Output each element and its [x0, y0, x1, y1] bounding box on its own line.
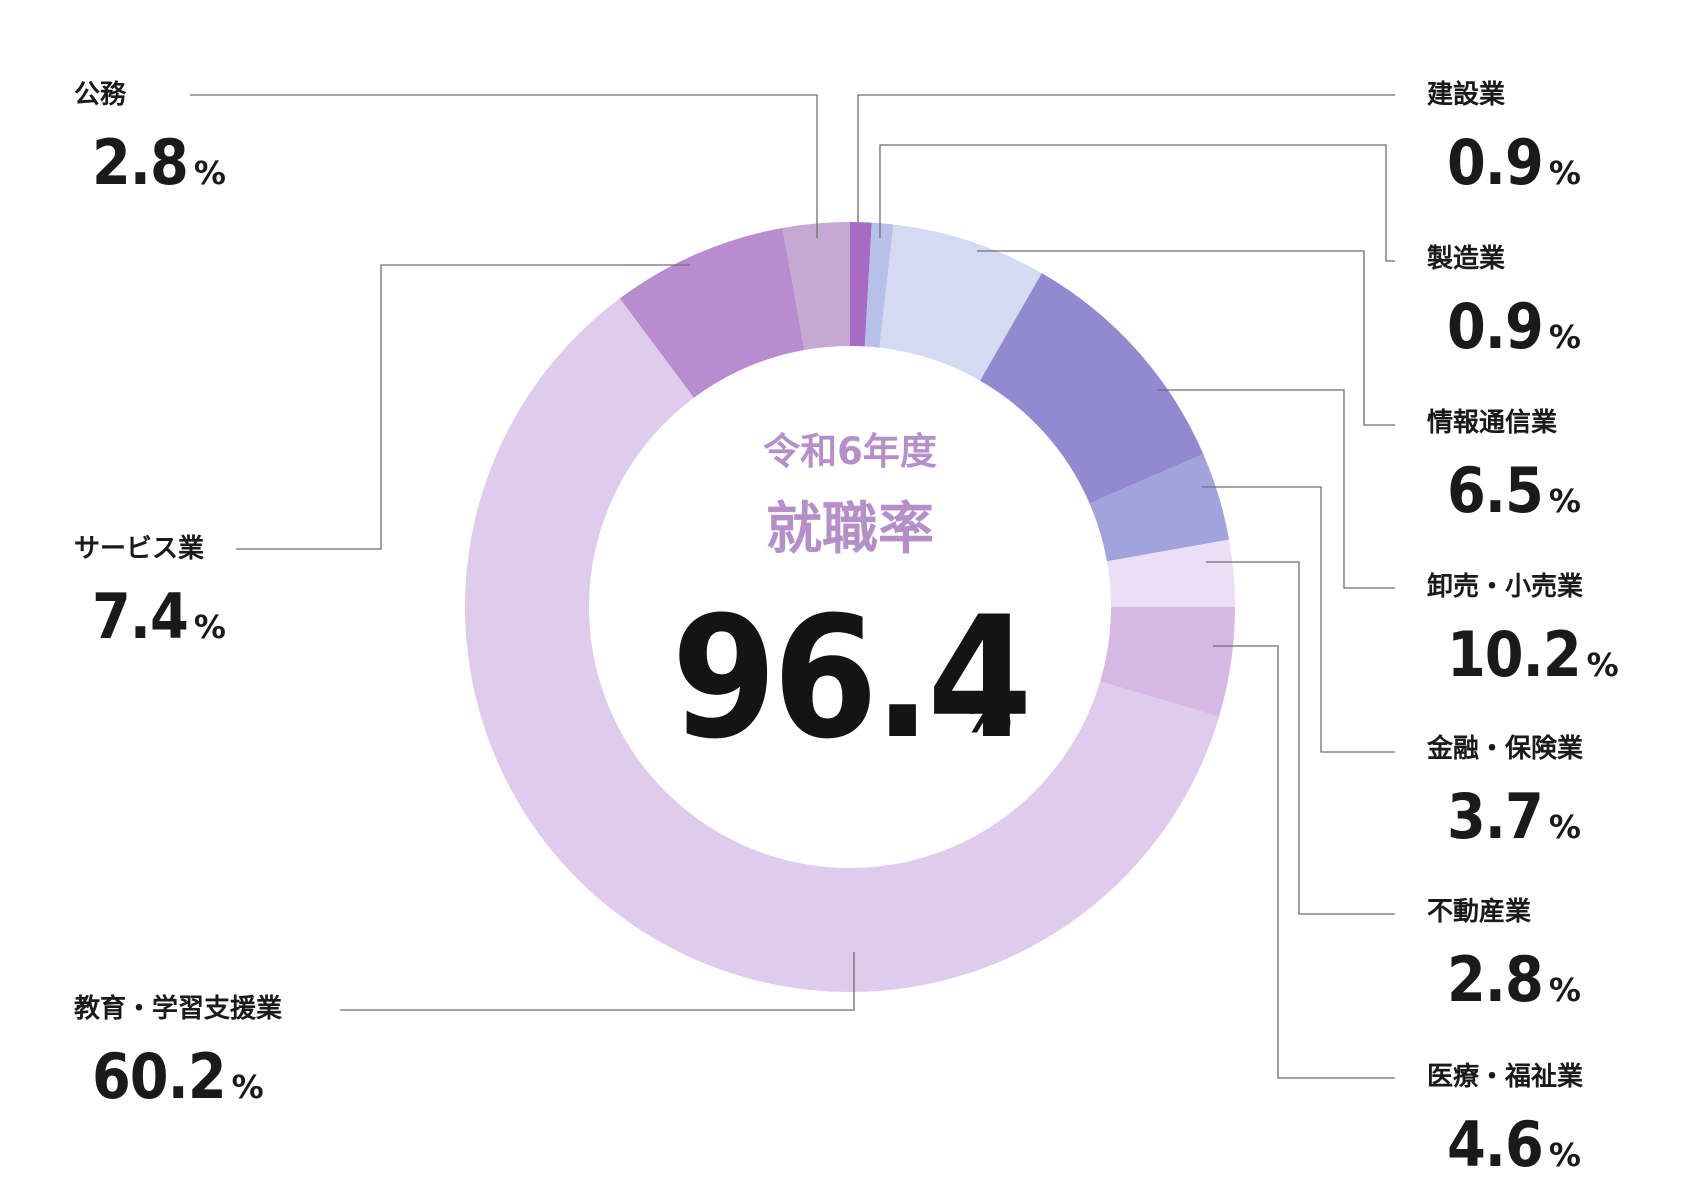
label-group-3: 卸売・小売業 10.2%: [1427, 571, 1620, 691]
slice-1: [864, 222, 894, 348]
leader-line-0: [857, 94, 1395, 222]
label-group-9: 公務 2.8%: [74, 80, 227, 199]
category-value: 60.2%: [92, 1040, 264, 1113]
category-name: 金融・保険業: [1426, 733, 1583, 764]
label-group-1: 製造業 0.9%: [1427, 244, 1582, 363]
category-value: 4.6%: [1447, 1108, 1581, 1181]
leader-line-1: [879, 144, 1395, 262]
slice-5: [1106, 539, 1235, 607]
slice-8: [619, 227, 805, 398]
label-group-7: 教育・学習支援業 60.2%: [74, 993, 282, 1113]
leader-line-2: [977, 250, 1395, 426]
category-labels: 建設業 0.9 % 製造業 0.9 % 情報通信業 6.5 % 卸売・小売業 10.2 % 金融・保険業…: [74, 79, 1620, 1181]
donut-slices: [465, 222, 1235, 992]
center-subtitle: 令和6年度: [763, 430, 937, 473]
category-name: 卸売・小売業: [1427, 571, 1583, 602]
slice-0: [850, 222, 872, 347]
leader-line-4: [1202, 486, 1395, 753]
leader-line-6: [1213, 645, 1395, 1079]
category-name: サービス業: [74, 534, 204, 564]
category-name: 教育・学習支援業: [74, 993, 282, 1024]
label-group-8: サービス業 7.4%: [74, 534, 227, 653]
category-value: 2.8%: [92, 126, 226, 199]
label-group-2: 情報通信業 6.5%: [1427, 408, 1582, 527]
category-value: 6.5%: [1447, 454, 1581, 527]
center-rate-value: 96.4: [672, 580, 1029, 776]
center-label: 令和6年度 就職率 96.4 %: [672, 430, 1033, 776]
category-value: 10.2%: [1447, 618, 1619, 691]
category-name: 情報通信業: [1427, 408, 1557, 438]
category-name: 製造業: [1427, 244, 1505, 274]
slice-6: [1100, 607, 1235, 717]
leader-line-9: [190, 94, 818, 238]
category-name: 公務: [74, 80, 127, 110]
leader-line-5: [1206, 561, 1395, 915]
category-value: 2.8%: [1447, 943, 1581, 1016]
slice-7: [465, 298, 1220, 992]
slice-9: [782, 222, 850, 351]
category-value: 0.9%: [1447, 126, 1581, 199]
label-group-4: 金融・保険業 3.7%: [1426, 733, 1583, 853]
category-value: 0.9%: [1447, 290, 1581, 363]
category-name: 医療・福祉業: [1427, 1062, 1583, 1092]
label-group-5: 不動産業 2.8%: [1427, 896, 1582, 1016]
leader-lines: [190, 94, 1395, 1079]
slice-2: [879, 224, 1042, 381]
center-title: 就職率: [766, 497, 934, 562]
label-group-0: 建設業 0.9%: [1427, 79, 1582, 199]
slice-3: [980, 273, 1204, 504]
leader-line-7: [340, 952, 855, 1011]
category-name: 建設業: [1427, 79, 1505, 110]
category-value: 3.7%: [1447, 780, 1581, 853]
center-rate-unit: %: [960, 685, 1012, 745]
label-group-6: 医療・福祉業 4.6%: [1427, 1062, 1583, 1181]
category-value: 7.4%: [92, 580, 226, 653]
category-name: 不動産業: [1427, 896, 1531, 927]
leader-line-8: [236, 264, 690, 550]
leader-line-3: [1157, 389, 1395, 589]
slice-4: [1089, 454, 1230, 562]
